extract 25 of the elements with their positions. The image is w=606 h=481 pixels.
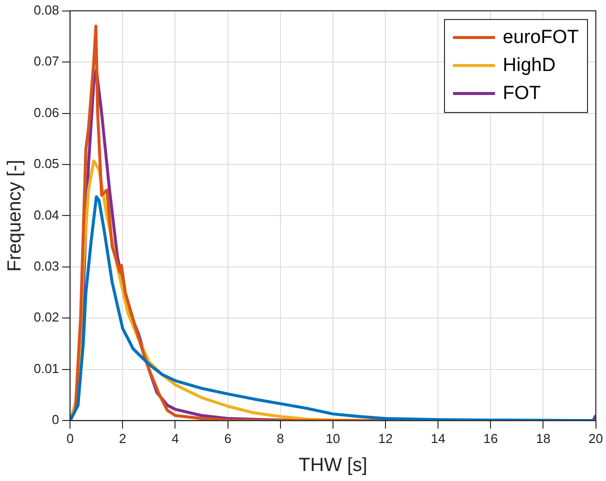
legend-label: euroFOT xyxy=(502,26,579,49)
legend-label: HighD xyxy=(502,54,556,77)
legend-label: FOT xyxy=(502,82,541,105)
x-tick-label: 0 xyxy=(66,430,74,446)
x-tick-label: 12 xyxy=(378,430,393,446)
x-axis-title: THW [s] xyxy=(298,454,368,476)
x-tick-label: 10 xyxy=(326,430,340,446)
x-tick-label: 20 xyxy=(588,430,604,446)
x-tick-label: 16 xyxy=(483,430,498,446)
x-tick-label: 4 xyxy=(172,430,179,446)
x-tick-label: 6 xyxy=(224,430,232,446)
x-tick-label: 8 xyxy=(276,430,284,446)
y-tick-label: 0.08 xyxy=(34,2,60,18)
y-tick-label: 0.04 xyxy=(34,207,60,222)
y-tick-label: 0.02 xyxy=(34,310,60,325)
y-tick-label: 0.05 xyxy=(34,156,60,172)
y-tick-label: 0.07 xyxy=(34,54,60,69)
y-tick-label: 0.01 xyxy=(34,360,60,376)
x-tick-label: 2 xyxy=(119,430,126,446)
y-axis-title: Frequency [-] xyxy=(4,160,26,272)
y-tick-label: 0.03 xyxy=(34,258,60,274)
y-tick-label: 0.06 xyxy=(34,104,60,120)
x-tick-label: 18 xyxy=(536,430,550,446)
x-tick-label: 14 xyxy=(430,430,446,446)
y-tick-label: 0 xyxy=(52,412,60,428)
